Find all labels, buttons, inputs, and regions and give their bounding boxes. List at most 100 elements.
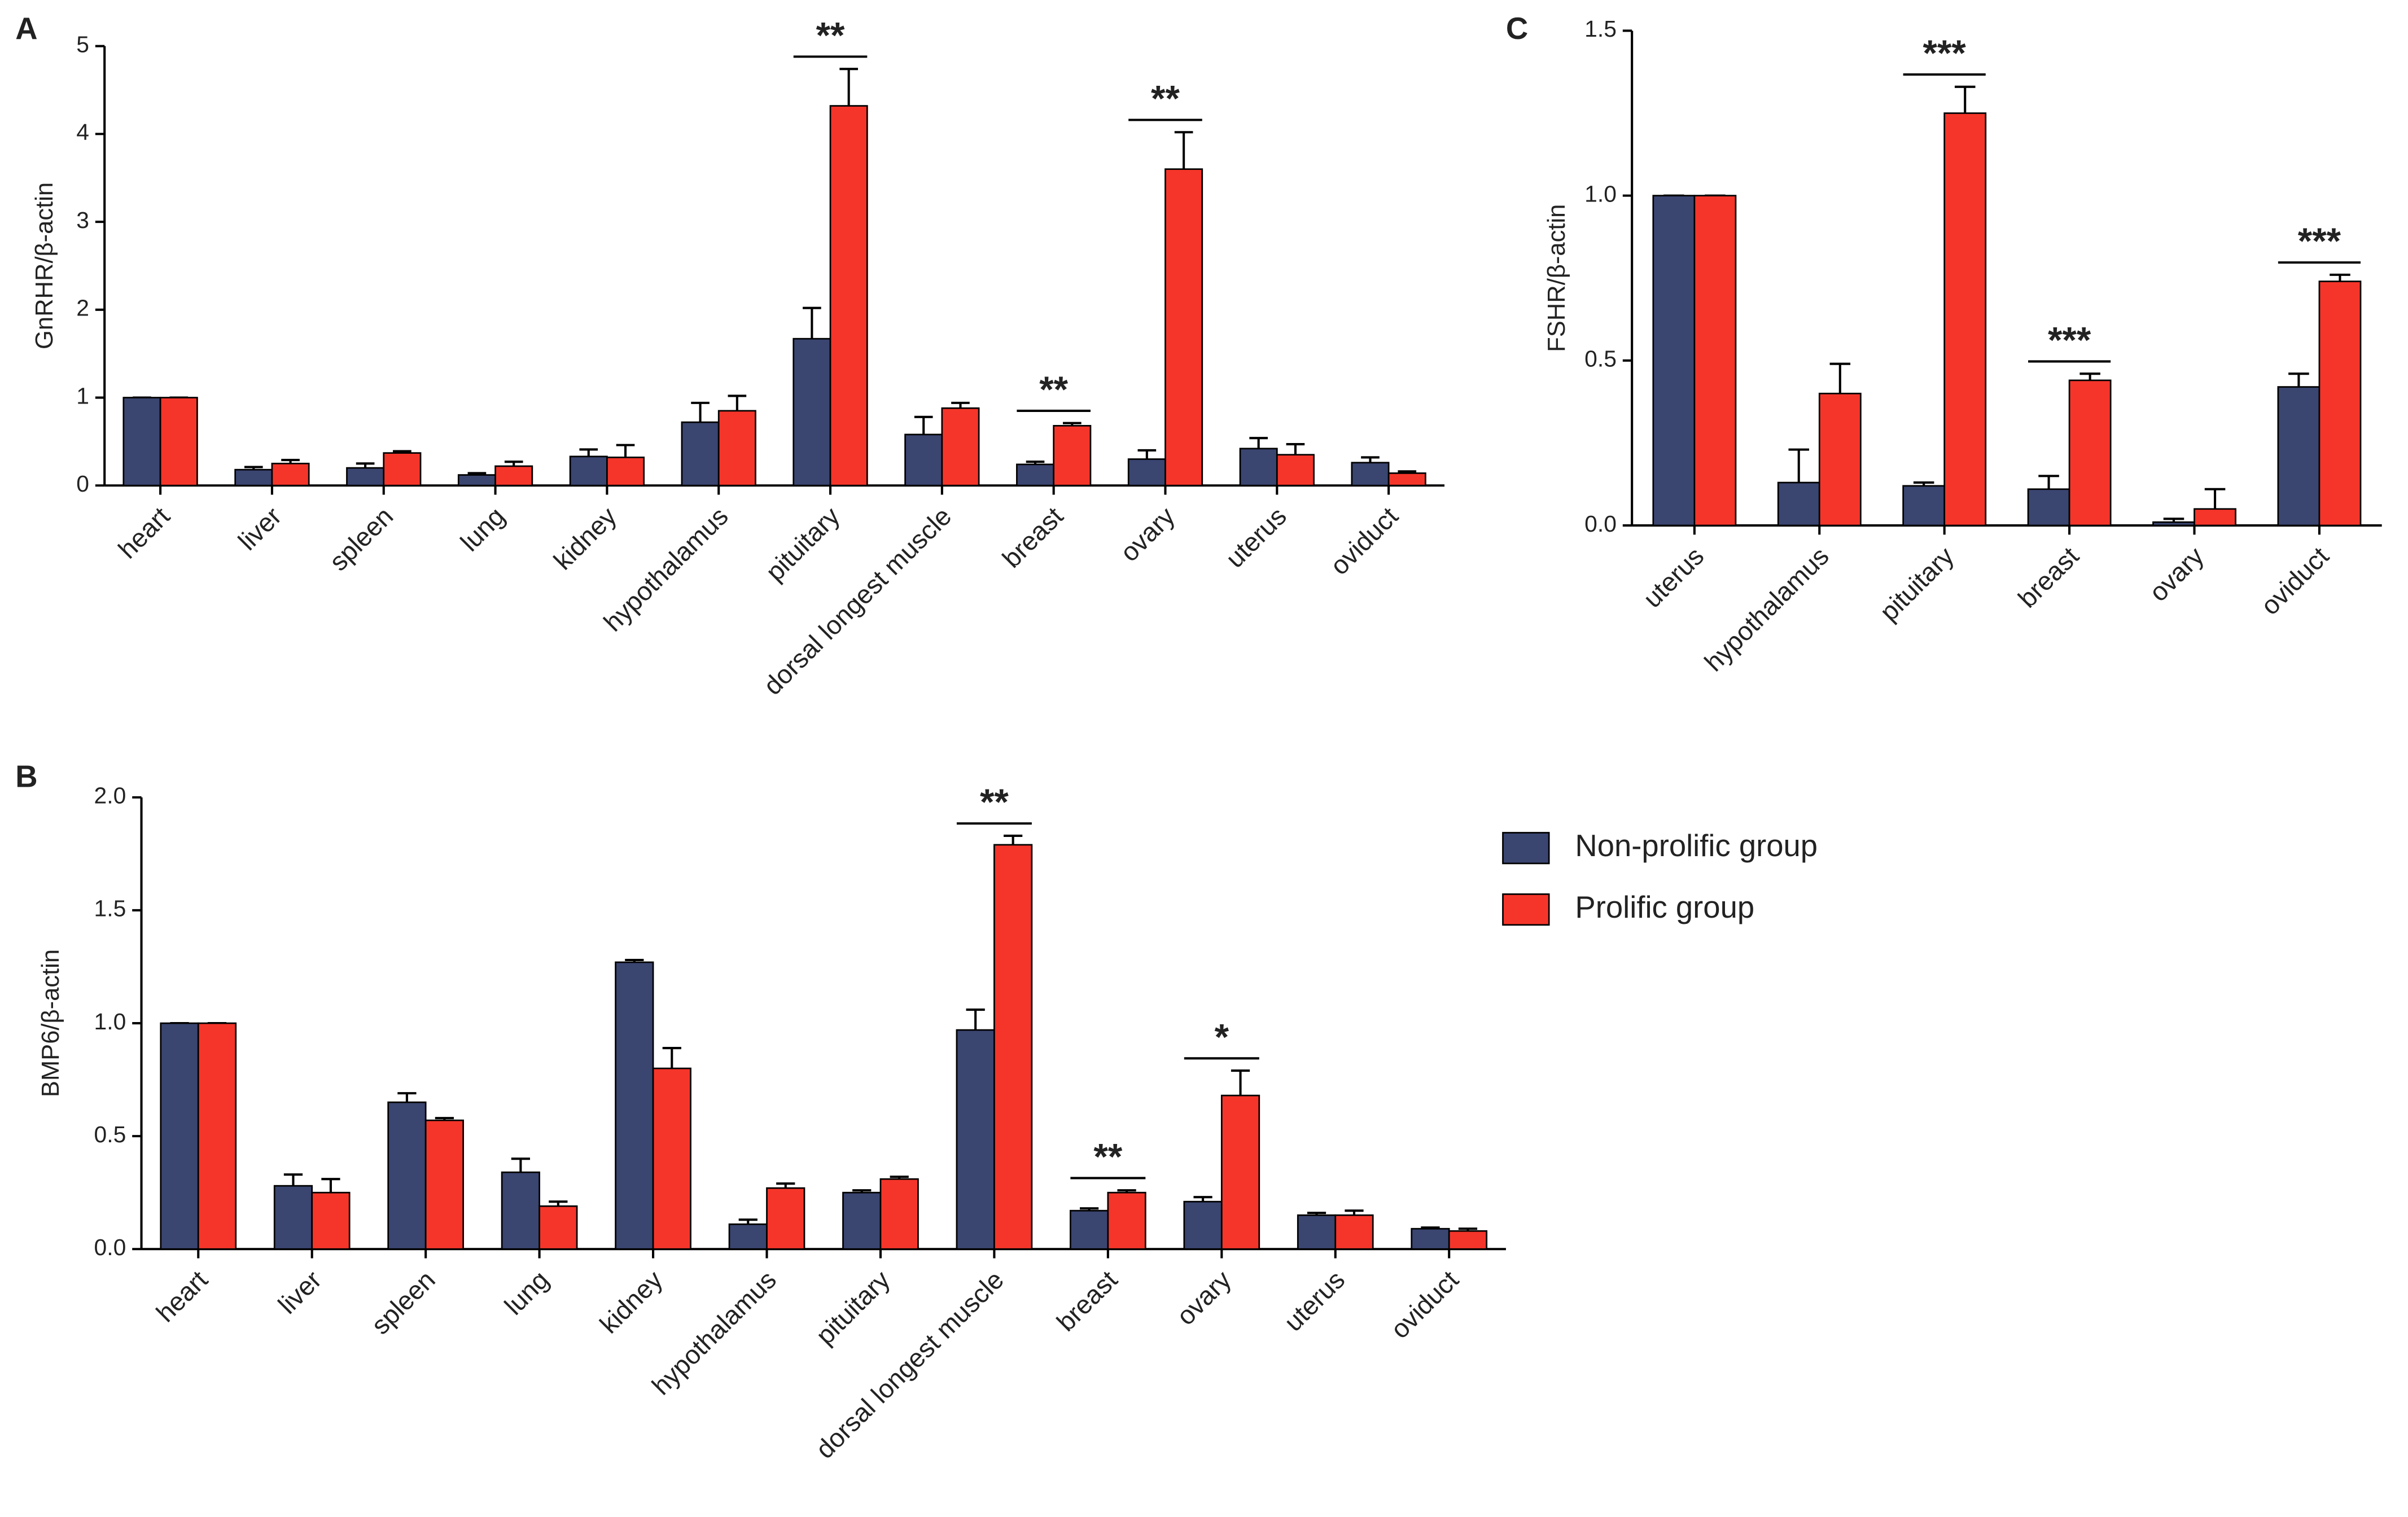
bar bbox=[2277, 386, 2321, 527]
bar bbox=[941, 407, 980, 486]
bar bbox=[1334, 1214, 1374, 1250]
x-tick-label: spleen bbox=[366, 1265, 441, 1340]
bar bbox=[1448, 1230, 1488, 1250]
bar bbox=[538, 1205, 578, 1250]
x-tick-label: ovary bbox=[1171, 1265, 1237, 1331]
x-tick-label: ovary bbox=[2143, 541, 2209, 607]
x-tick-label: uterus bbox=[1279, 1265, 1351, 1337]
x-tick-label: liver bbox=[273, 1265, 327, 1319]
legend-label: Prolific group bbox=[1575, 890, 1754, 924]
y-tick-label: 0.5 bbox=[1584, 346, 1617, 372]
bar bbox=[1070, 1209, 1109, 1250]
bar bbox=[1183, 1200, 1223, 1250]
y-tick-label: 1 bbox=[76, 383, 89, 409]
x-tick-label: kidney bbox=[594, 1265, 668, 1339]
y-tick-label: 3 bbox=[76, 207, 89, 233]
y-axis-label: BMP6/β-actin bbox=[37, 949, 64, 1097]
bar bbox=[1107, 1191, 1146, 1250]
x-tick-label: lung bbox=[499, 1265, 555, 1321]
x-tick-label: breast bbox=[1051, 1265, 1123, 1337]
bar bbox=[122, 397, 161, 486]
bar bbox=[1239, 448, 1278, 486]
significance-label: * bbox=[1215, 1016, 1229, 1058]
bar bbox=[1053, 424, 1092, 486]
bar bbox=[652, 1067, 691, 1250]
bar bbox=[1351, 462, 1390, 486]
bar bbox=[1777, 481, 1820, 527]
bar bbox=[1220, 1094, 1260, 1250]
bar bbox=[1276, 454, 1315, 486]
bar bbox=[387, 1101, 427, 1250]
y-axis-label: GnRHR/β-actin bbox=[31, 182, 58, 349]
panel-label: B bbox=[15, 760, 37, 794]
bar bbox=[346, 467, 385, 486]
bar bbox=[1164, 168, 1203, 486]
y-axis-label: FSHR/β-actin bbox=[1543, 204, 1570, 352]
bar bbox=[842, 1191, 882, 1250]
y-tick-label: 0.0 bbox=[94, 1234, 126, 1260]
x-tick-label: ovary bbox=[1114, 501, 1180, 567]
bar bbox=[766, 1187, 805, 1250]
bar bbox=[1411, 1227, 1450, 1250]
bar bbox=[904, 433, 943, 486]
y-tick-label: 0.5 bbox=[94, 1121, 126, 1147]
legend-swatch bbox=[1502, 893, 1550, 926]
y-tick-label: 2.0 bbox=[94, 783, 126, 809]
x-tick-label: dorsal longest muscle bbox=[758, 501, 957, 700]
x-tick-label: breast bbox=[2012, 541, 2085, 613]
significance-label: *** bbox=[2298, 221, 2341, 262]
x-tick-label: pituitary bbox=[810, 1265, 896, 1351]
bar bbox=[273, 1185, 313, 1250]
significance-label: ** bbox=[1151, 78, 1180, 119]
x-tick-label: pituitary bbox=[760, 501, 846, 587]
bar bbox=[311, 1191, 351, 1250]
significance-label: ** bbox=[980, 782, 1009, 823]
bar bbox=[1652, 195, 1696, 527]
bar bbox=[1387, 472, 1426, 486]
bar bbox=[1818, 392, 1862, 527]
y-tick-label: 1.0 bbox=[1584, 181, 1617, 207]
bar bbox=[424, 1119, 464, 1250]
significance-label: ** bbox=[816, 15, 845, 56]
x-tick-label: oviduct bbox=[2255, 541, 2335, 621]
bar bbox=[728, 1223, 768, 1250]
significance-label: ** bbox=[1039, 369, 1068, 410]
bar bbox=[956, 1029, 995, 1250]
bar bbox=[457, 474, 496, 486]
bar bbox=[606, 457, 645, 486]
x-tick-label: heart bbox=[112, 501, 175, 564]
x-tick-label: kidney bbox=[548, 501, 623, 576]
bar bbox=[501, 1171, 540, 1250]
x-tick-label: hypothalamus bbox=[1698, 541, 1834, 677]
bar bbox=[1127, 458, 1166, 486]
x-tick-label: heart bbox=[151, 1265, 213, 1327]
y-tick-label: 2 bbox=[76, 295, 89, 321]
legend-swatch bbox=[1502, 832, 1550, 865]
significance-label: *** bbox=[2048, 319, 2091, 361]
bar bbox=[2068, 379, 2112, 527]
bar bbox=[1902, 485, 1946, 527]
bar bbox=[681, 421, 720, 486]
bar bbox=[383, 452, 422, 486]
bar bbox=[159, 397, 198, 486]
bar bbox=[271, 462, 310, 486]
bar bbox=[160, 1022, 199, 1250]
y-tick-label: 1.5 bbox=[1584, 16, 1617, 42]
y-tick-label: 0.0 bbox=[1584, 511, 1617, 537]
bar bbox=[1943, 112, 1987, 527]
bar bbox=[2318, 280, 2362, 527]
bar bbox=[615, 961, 654, 1250]
y-tick-label: 1.0 bbox=[94, 1009, 126, 1034]
panel-label: A bbox=[15, 11, 37, 46]
y-tick-label: 5 bbox=[76, 31, 89, 57]
bar bbox=[1693, 195, 1737, 527]
x-tick-label: pituitary bbox=[1874, 541, 1960, 626]
bar bbox=[993, 844, 1033, 1250]
bar bbox=[197, 1022, 237, 1250]
x-tick-label: dorsal longest muscle bbox=[810, 1265, 1009, 1464]
significance-label: ** bbox=[1093, 1136, 1122, 1177]
x-tick-label: oviduct bbox=[1324, 501, 1404, 581]
bar bbox=[793, 337, 831, 486]
panel-label: C bbox=[1506, 11, 1528, 46]
